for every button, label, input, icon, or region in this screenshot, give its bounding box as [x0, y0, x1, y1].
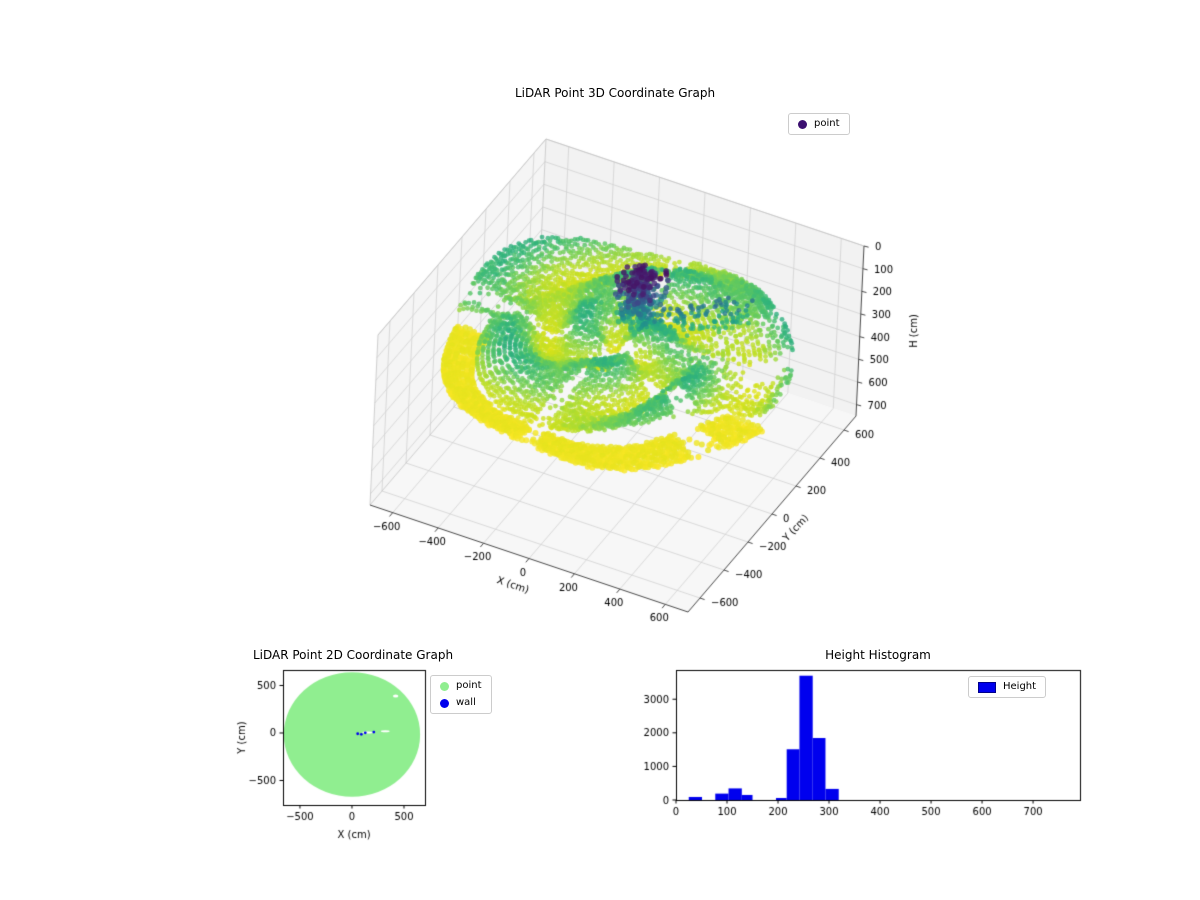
legend-entry: point [798, 118, 840, 130]
legend-entry: point [440, 680, 482, 692]
legend-dot-icon [798, 119, 807, 129]
hist-title: Height Histogram [825, 648, 931, 662]
legend-label: wall [456, 697, 476, 708]
plot3d-legend: point [788, 113, 850, 135]
legend-swatch-icon [978, 681, 996, 693]
plot2d-title: LiDAR Point 2D Coordinate Graph [252, 648, 454, 662]
legend-dot-icon [440, 681, 449, 691]
legend-label: point [456, 680, 482, 691]
hist-legend: Height [968, 676, 1047, 698]
plot2d-legend: point wall [430, 675, 492, 714]
legend-entry: Height [978, 681, 1036, 693]
legend-entry: wall [440, 697, 482, 709]
legend-label: Height [1003, 681, 1037, 692]
plot3d-title: LiDAR Point 3D Coordinate Graph [514, 86, 716, 100]
legend-label: point [814, 118, 840, 129]
legend-dot-icon [440, 698, 449, 708]
